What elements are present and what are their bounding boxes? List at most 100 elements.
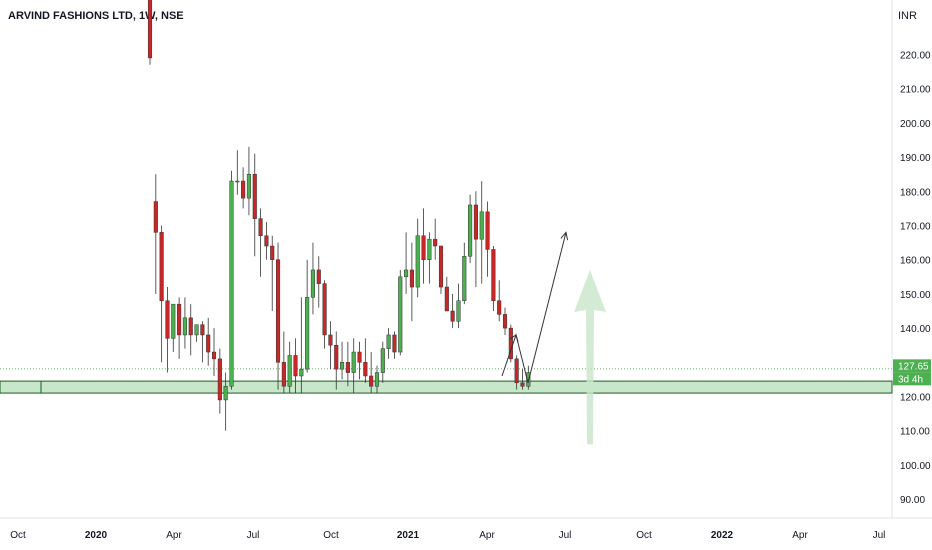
candle-body [188, 317, 193, 336]
x-tick-label: Oct [323, 530, 339, 541]
candle-body [485, 211, 490, 250]
bullish-arrow [574, 269, 606, 445]
candle-body [310, 269, 316, 298]
candle-body [194, 324, 199, 336]
x-tick-label: Jul [559, 530, 572, 541]
candle-body [328, 334, 333, 346]
candle-body [258, 218, 263, 237]
last-price-badge [893, 359, 931, 373]
candle-body [165, 300, 170, 339]
y-tick-label: 220.00 [900, 51, 931, 62]
candle-body [450, 310, 455, 322]
candle-body [520, 382, 525, 387]
candle-body [421, 235, 426, 260]
candle-body [270, 245, 275, 260]
candle-body [374, 372, 380, 387]
y-tick-label: 190.00 [900, 153, 931, 164]
candle-body [497, 300, 502, 315]
candle-body [386, 334, 391, 349]
candle-body [491, 249, 496, 301]
y-tick-label: 110.00 [900, 427, 930, 438]
support-zone [0, 380, 893, 394]
candle-body [398, 276, 403, 353]
y-tick-label: 200.00 [900, 119, 931, 130]
candle-body [444, 286, 449, 312]
currency-label: INR [898, 10, 917, 22]
candle-body [514, 358, 519, 384]
candle-body [427, 238, 432, 260]
candle-body [147, 0, 153, 59]
candle-body [345, 362, 350, 373]
candle-body [171, 303, 176, 339]
candle-body [177, 303, 182, 336]
candle-body [316, 269, 321, 284]
candle-body [241, 180, 246, 199]
candle-body [404, 269, 409, 278]
candle-body [305, 297, 310, 370]
y-tick-label: 180.00 [900, 187, 931, 198]
candle-body [322, 283, 327, 336]
y-tick-label: 100.00 [900, 461, 931, 472]
countdown-label: 3d 4h [898, 374, 923, 385]
y-tick-label: 120.00 [900, 393, 931, 404]
candle-body [526, 372, 531, 387]
candle-body [502, 314, 508, 329]
candle-body [252, 173, 257, 219]
projection-path [501, 232, 567, 383]
candle-body [479, 211, 484, 240]
candle-body [340, 362, 345, 370]
candle-body [380, 348, 385, 373]
candle-body [275, 259, 281, 363]
y-tick-label: 140.00 [900, 324, 931, 335]
y-tick-label: 90.00 [900, 495, 925, 506]
candle-body [159, 232, 164, 301]
x-tick-label: Oct [10, 530, 26, 541]
candle-body [264, 235, 269, 247]
candle-body [293, 355, 298, 377]
candle-body [363, 362, 368, 377]
last-price-label: 127.65 [898, 361, 929, 372]
candle-body [462, 256, 467, 301]
y-tick-label: 170.00 [900, 222, 931, 233]
y-tick-label: 210.00 [900, 85, 931, 96]
x-tick-label: 2022 [711, 530, 734, 541]
x-tick-label: Jul [873, 530, 886, 541]
candle-body [456, 300, 461, 322]
candle-body [153, 201, 158, 233]
candle-body [334, 344, 339, 370]
chart-title: ARVIND FASHIONS LTD, 1W, NSE [8, 10, 184, 22]
candle-body [369, 375, 374, 387]
candle-body [473, 204, 478, 240]
candle-body [206, 334, 211, 353]
candle-body [299, 368, 304, 377]
x-tick-label: 2020 [85, 530, 108, 541]
candle-body [409, 269, 414, 288]
candle-body [287, 355, 292, 387]
candle-body [392, 334, 397, 353]
x-tick-label: Oct [636, 530, 652, 541]
candle-body [468, 204, 473, 257]
candle-body [438, 245, 444, 288]
candle-body [229, 180, 234, 387]
y-tick-label: 150.00 [900, 290, 931, 301]
candle-body [200, 324, 205, 336]
candle-body [217, 358, 222, 401]
x-tick-label: Apr [166, 530, 182, 541]
y-tick-label: 160.00 [900, 256, 931, 267]
candle-body [223, 385, 228, 401]
x-tick-label: Apr [479, 530, 495, 541]
candle-body [211, 351, 217, 360]
candle-body [351, 351, 356, 373]
projection-arrowhead [560, 231, 569, 241]
x-tick-label: 2021 [397, 530, 420, 541]
countdown-badge [893, 372, 931, 386]
projection-arrowhead [509, 334, 519, 343]
candle-body [357, 351, 362, 363]
x-tick-label: Apr [792, 530, 808, 541]
candle-body [235, 180, 240, 183]
candle-body [281, 362, 286, 387]
candle-body [433, 238, 438, 247]
x-tick-label: Jul [247, 530, 260, 541]
candle-body [182, 317, 187, 336]
